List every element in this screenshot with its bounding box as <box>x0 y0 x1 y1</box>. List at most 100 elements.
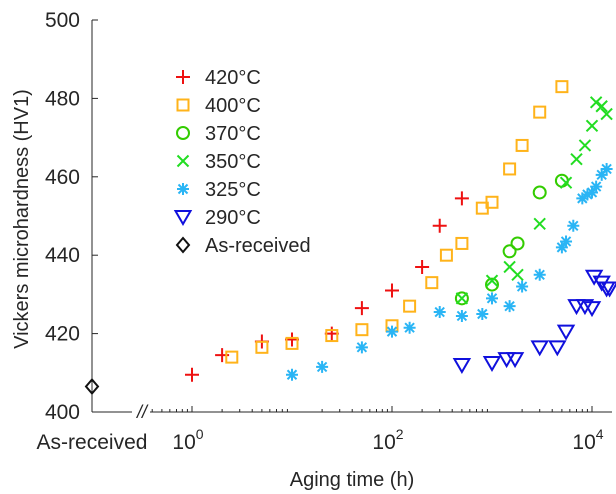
axis-break: // <box>135 402 149 422</box>
data-point <box>455 236 469 250</box>
axes <box>91 19 612 413</box>
legend-marker <box>175 236 191 254</box>
data-point <box>285 336 299 350</box>
data-point <box>576 192 589 205</box>
data-point <box>485 195 499 209</box>
data-point <box>600 281 616 298</box>
data-point <box>225 350 239 364</box>
data-point <box>455 292 469 305</box>
data-point <box>582 301 602 318</box>
data-point <box>415 259 430 274</box>
data-point <box>255 340 269 354</box>
y-tick-label: 480 <box>45 87 80 110</box>
legend-marker <box>176 98 190 112</box>
data-point <box>485 274 499 287</box>
data-point <box>554 173 569 188</box>
data-point <box>575 299 595 316</box>
legend-marker <box>173 210 193 227</box>
data-point <box>439 248 453 262</box>
data-point <box>503 300 516 313</box>
data-point <box>476 308 489 320</box>
legend-item: 325°C <box>177 179 261 201</box>
legend-label: 290°C <box>205 207 261 229</box>
x-tick-label: 100 <box>172 426 203 454</box>
data-point <box>503 162 517 176</box>
data-point <box>505 352 525 369</box>
series-370-c <box>454 173 569 306</box>
data-point <box>555 241 568 254</box>
legend-item: 420°C <box>176 67 261 89</box>
data-point <box>325 329 339 343</box>
y-tick-label: 440 <box>45 244 80 267</box>
legend-item: 400°C <box>176 95 261 117</box>
data-point <box>586 186 598 199</box>
data-point <box>425 276 439 290</box>
series-325-c <box>286 162 613 381</box>
legend-marker <box>176 126 190 140</box>
data-point <box>286 368 298 381</box>
data-point <box>530 340 549 357</box>
data-point <box>485 277 499 292</box>
legend-label: 400°C <box>205 95 261 117</box>
y-tick-label: 460 <box>45 166 80 189</box>
data-point <box>600 107 613 121</box>
data-point <box>84 377 100 396</box>
legend-marker <box>176 70 190 84</box>
data-point <box>454 291 469 306</box>
data-point <box>386 325 398 338</box>
data-point <box>516 280 529 293</box>
data-point <box>455 309 468 322</box>
data-point <box>403 299 417 313</box>
legend-marker <box>176 154 190 168</box>
tick-labels: 400 420 440 460 480 500 100 102 104 As-received // <box>37 9 604 454</box>
legend: 420°C 400°C 370°C 350°C 325°C 290°C As-receive… <box>173 67 311 257</box>
legend-label: 325°C <box>205 179 261 201</box>
legend-label: 420°C <box>205 67 261 89</box>
series-400-c <box>225 80 569 364</box>
data-point <box>482 356 502 373</box>
y-tick-label: 500 <box>45 9 80 32</box>
data-point <box>403 321 416 334</box>
data-point <box>581 188 594 201</box>
data-point <box>533 268 546 281</box>
data-point <box>515 138 529 152</box>
data-point <box>510 236 525 251</box>
y-tick-label: 400 <box>45 401 80 424</box>
data-point <box>452 357 472 374</box>
y-axis-label: Vickers microhardness (HV1) <box>11 89 33 349</box>
data-point <box>570 152 583 166</box>
data-point <box>354 301 369 316</box>
data-point <box>559 176 573 189</box>
data-point <box>589 96 603 109</box>
data-point <box>533 105 547 119</box>
data-point <box>511 268 524 282</box>
series-as-received <box>84 377 100 396</box>
y-tick-label: 420 <box>45 323 80 346</box>
legend-item: As-received <box>175 235 311 257</box>
data-point <box>502 244 517 259</box>
data-point <box>595 168 608 181</box>
legend-item: 370°C <box>176 123 261 145</box>
legend-label: As-received <box>205 235 311 257</box>
data-point <box>532 185 547 200</box>
data-point <box>355 341 368 354</box>
data-point <box>355 323 369 337</box>
data-point <box>432 218 447 233</box>
data-point <box>590 180 603 193</box>
x-tick-label-as-received: As-received <box>37 431 148 454</box>
series-350-c <box>455 96 613 305</box>
x-axis-label: Aging time (h) <box>290 469 415 491</box>
legend-label: 370°C <box>205 123 261 145</box>
data-point <box>560 235 573 248</box>
data-point <box>548 340 567 357</box>
data-point <box>433 306 446 319</box>
data-point <box>533 217 546 231</box>
data-point <box>585 119 599 133</box>
x-tick-label: 102 <box>372 426 403 454</box>
data-point <box>385 283 399 298</box>
data-point <box>578 139 592 152</box>
data-point <box>567 219 580 232</box>
data-point <box>556 324 576 341</box>
legend-item: 350°C <box>176 151 261 173</box>
